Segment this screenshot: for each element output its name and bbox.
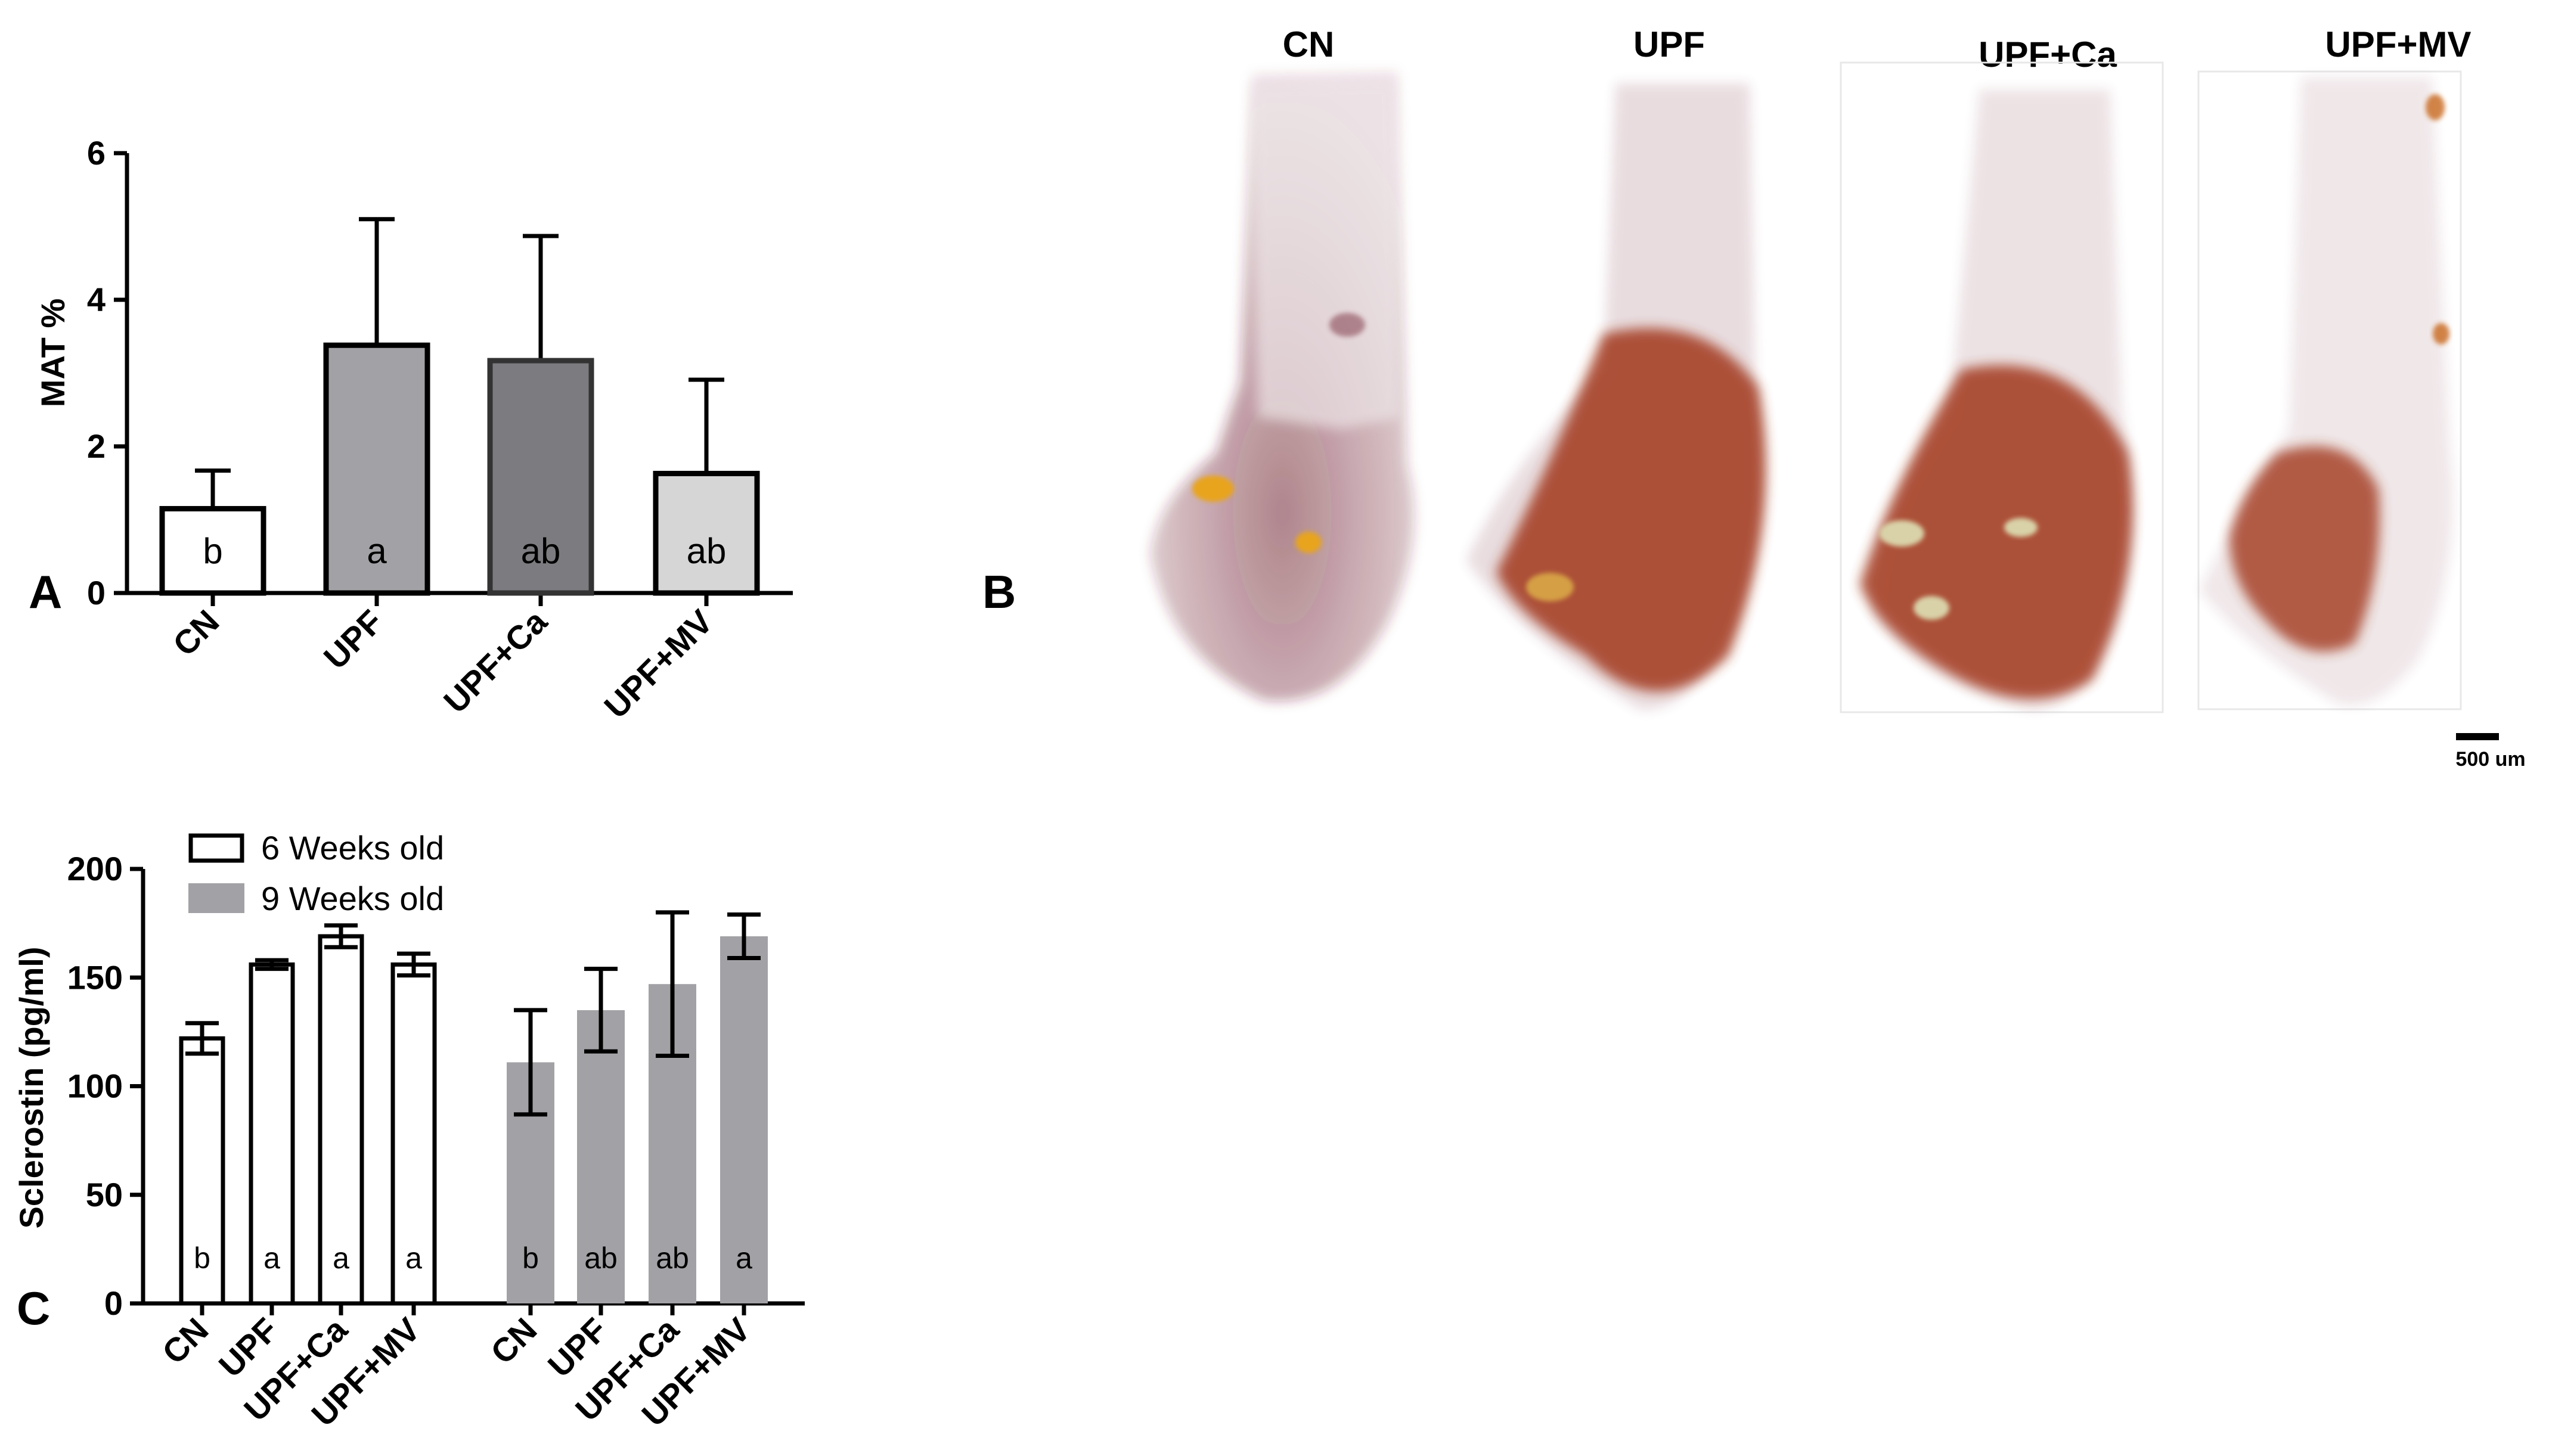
microct-render-upf — [1466, 83, 1766, 710]
panel-a-bar-upf — [323, 342, 430, 596]
legend-label-9-weeks: 9 Weeks old — [261, 880, 444, 917]
panel-a-significance-upf-ca: ab — [521, 531, 561, 571]
panel-a-bars: b a ab ab — [159, 217, 760, 596]
image-label-upf: UPF — [1633, 24, 1705, 64]
panel-c-significance-9-weeks-old-upf: ab — [584, 1241, 618, 1275]
panel-a-bar-upf-ca — [487, 358, 594, 596]
panel-a-x-tick-label-upf-ca: UPF+Ca — [436, 602, 554, 720]
panel-c-legend: 6 Weeks old 9 Weeks old — [188, 829, 444, 917]
panel-c-bar-6-weeks-old-cn — [179, 1036, 225, 1306]
panel-a-bar-upf-mv — [653, 471, 760, 596]
panel-c-bar-6-weeks-old-upf-mv — [390, 962, 437, 1306]
panel-c-bar-9-weeks-old-upf-mv — [720, 936, 768, 1303]
panel-c-y-tick-label: 100 — [67, 1067, 123, 1105]
panel-c-y-tick-label: 0 — [104, 1284, 123, 1322]
panel-a-y-axis-title: MAT % — [34, 299, 72, 408]
panel-a-y-tick-label: 4 — [87, 281, 106, 318]
panel-c-sclerostin-chart: C Sclerostin (pg/ml) 6 Weeks old 9 Weeks… — [13, 829, 805, 1433]
panel-c-significance-9-weeks-old-upf-mv: a — [736, 1241, 752, 1275]
panel-a-y-axis: 0 2 4 6 — [87, 134, 129, 611]
panel-a-y-tick-label: 0 — [87, 574, 106, 611]
panel-c-significance-9-weeks-old-upf-ca: ab — [656, 1241, 689, 1275]
legend-swatch-9-weeks — [188, 883, 244, 913]
panel-c-significance-6-weeks-old-upf-mv: a — [405, 1241, 422, 1275]
panel-a-x-axis: CN UPF UPF+Ca UPF+MV — [125, 591, 793, 725]
panel-b-letter: B — [982, 566, 1016, 618]
panel-c-bar-6-weeks-old-upf-ca — [318, 934, 364, 1306]
panel-b-microct-images: B CN UPF UPF+Ca UPF+MV — [982, 24, 2526, 771]
panel-c-letter: C — [17, 1282, 50, 1334]
panel-c-y-tick-label: 150 — [67, 958, 123, 996]
panel-a-significance-cn: b — [203, 531, 222, 571]
microct-render-upf-ca — [1840, 61, 2164, 713]
panel-a-significance-upf-mv: ab — [687, 531, 727, 571]
panel-c-bar-6-weeks-old-upf — [249, 962, 295, 1306]
panel-c-y-axis-title: Sclerostin (pg/ml) — [13, 947, 50, 1229]
panel-c-x-tick-label-9-weeks-old-cn: CN — [483, 1311, 544, 1371]
panel-c-y-tick-label: 200 — [67, 850, 123, 887]
panel-a-y-tick-label: 2 — [87, 427, 106, 465]
panel-a-letter: A — [29, 566, 62, 618]
image-label-upf-ca: UPF+Ca — [1979, 35, 2117, 74]
scale-bar-label: 500 um — [2455, 748, 2525, 771]
panel-c-bars: b a a a b ab ab a — [179, 910, 768, 1306]
legend-label-6-weeks: 6 Weeks old — [261, 829, 444, 867]
panel-c-bar-9-weeks-old-upf — [577, 1010, 625, 1303]
panel-a-y-tick-label: 6 — [87, 134, 106, 172]
panel-c-y-tick-label: 50 — [86, 1176, 123, 1213]
panel-c-y-axis: 0 50 100 150 200 — [67, 850, 145, 1322]
microct-render-upf-mv — [2197, 70, 2462, 710]
panel-a-x-tick-label-upf: UPF — [317, 603, 390, 676]
image-label-upf-mv: UPF+MV — [2325, 24, 2471, 64]
image-label-cn: CN — [1283, 24, 1335, 64]
legend-swatch-6-weeks — [188, 833, 244, 863]
panel-c-significance-6-weeks-old-cn: b — [194, 1241, 210, 1275]
scale-bar — [2456, 733, 2499, 740]
panel-a-x-tick-label-cn: CN — [166, 603, 227, 663]
panel-c-significance-9-weeks-old-cn: b — [522, 1241, 539, 1275]
panel-a-x-tick-label-upf-mv: UPF+MV — [597, 603, 720, 725]
microct-render-cn — [1151, 72, 1415, 701]
panel-a-bar-cn — [159, 506, 266, 596]
panel-a-significance-upf: a — [367, 531, 387, 571]
panel-c-significance-6-weeks-old-upf: a — [263, 1241, 280, 1275]
panel-a-mat-chart: A MAT % 0 2 4 6 CN UPF UPF+Ca UPF+MV b a ab ab — [29, 134, 793, 725]
panel-c-x-tick-label-6-weeks-old-cn: CN — [155, 1311, 216, 1371]
panel-c-significance-6-weeks-old-upf-ca: a — [333, 1241, 349, 1275]
